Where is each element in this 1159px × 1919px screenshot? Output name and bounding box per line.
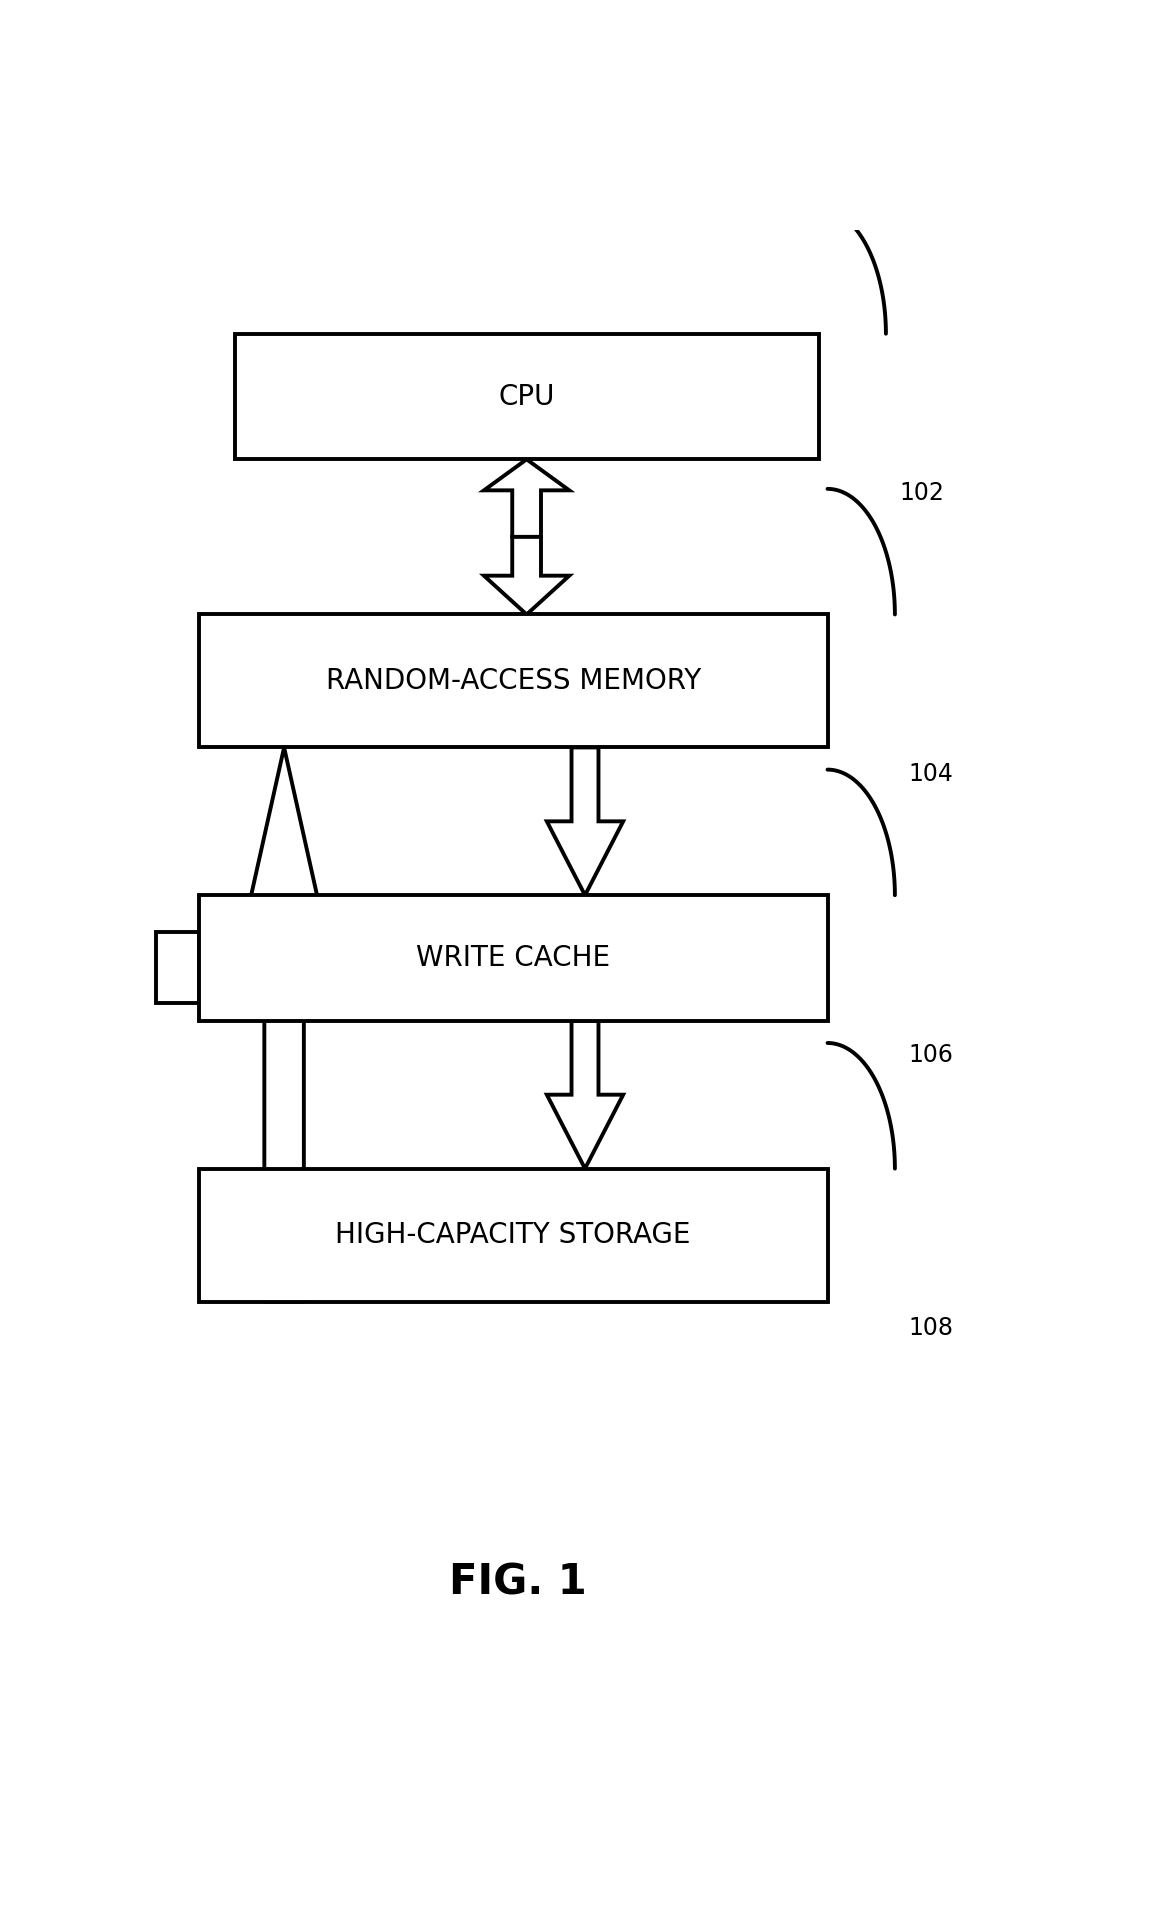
Polygon shape	[547, 746, 624, 894]
Bar	[199, 1169, 828, 1301]
Text: FIG. 1: FIG. 1	[449, 1562, 586, 1602]
Bar	[199, 894, 828, 1021]
Polygon shape	[484, 537, 569, 614]
Text: WRITE CACHE: WRITE CACHE	[416, 944, 610, 973]
Polygon shape	[234, 746, 334, 1301]
Bar	[234, 334, 818, 459]
Text: 104: 104	[909, 762, 953, 787]
Bar	[199, 614, 828, 746]
Text: 102: 102	[899, 482, 945, 505]
Bar	[155, 933, 199, 1004]
Text: 108: 108	[909, 1316, 954, 1339]
Text: RANDOM-ACCESS MEMORY: RANDOM-ACCESS MEMORY	[326, 668, 701, 695]
Text: CPU: CPU	[498, 382, 555, 411]
Polygon shape	[484, 459, 569, 537]
Text: HIGH-CAPACITY STORAGE: HIGH-CAPACITY STORAGE	[335, 1220, 691, 1249]
Text: 106: 106	[909, 1042, 953, 1067]
Polygon shape	[547, 1021, 624, 1169]
